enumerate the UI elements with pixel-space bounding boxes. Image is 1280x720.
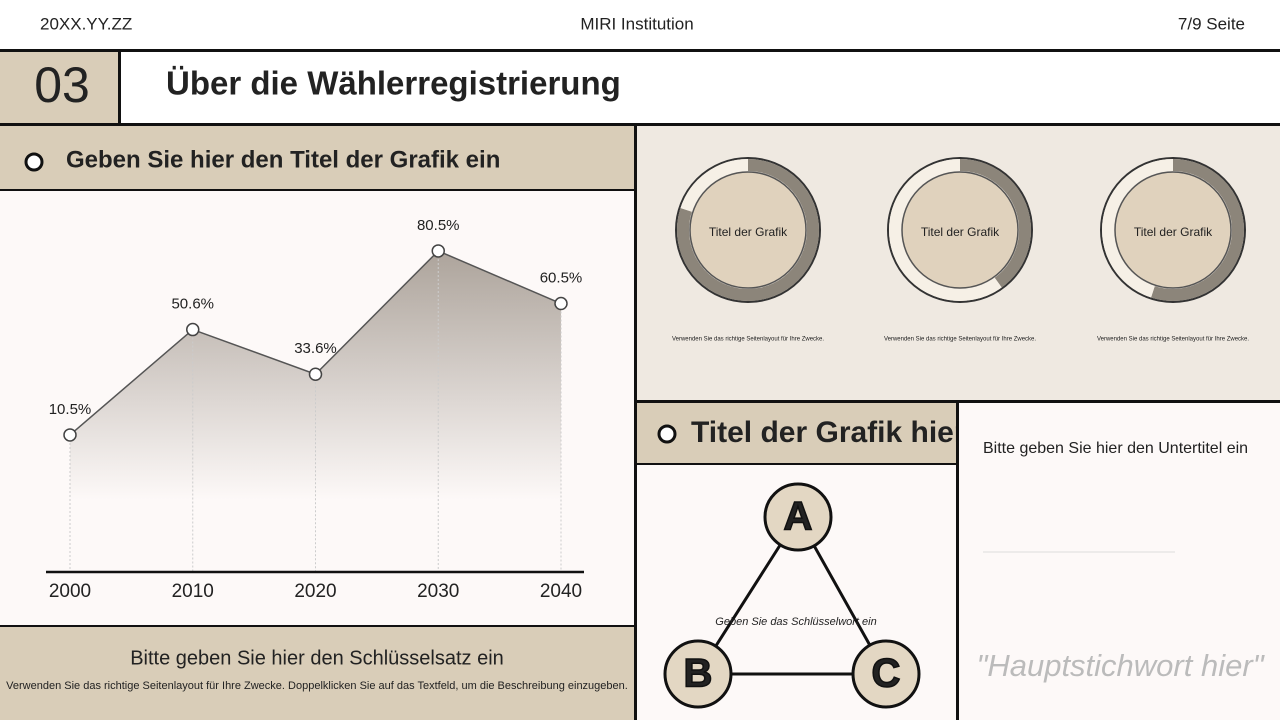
x-tick-label: 2030 — [417, 581, 459, 602]
panel-footer — [0, 627, 634, 720]
date: 20XX.YY.ZZ — [40, 14, 132, 33]
donut-segment — [1102, 159, 1174, 298]
panel-heading: Geben Sie hier den Titel der Grafik ein — [66, 146, 500, 173]
node: B — [663, 639, 733, 709]
donut-caption: Verwenden Sie das richtige Seitenlayout … — [1097, 337, 1249, 343]
x-tick-label: 2010 — [172, 581, 214, 602]
data-label: 80.5% — [417, 217, 460, 234]
donut-segment — [889, 159, 1002, 301]
section-title: Über die Wählerregistrierung — [166, 65, 621, 102]
rule — [637, 400, 1280, 403]
rule — [0, 123, 1280, 126]
rule — [0, 49, 1280, 52]
triangle — [695, 514, 889, 676]
bullet — [24, 152, 44, 172]
keyword: Geben Sie das Schlüsselwort ein — [715, 616, 876, 628]
point — [63, 428, 77, 442]
node-circle — [763, 482, 833, 552]
donut-outline — [675, 157, 821, 303]
node-label: B — [684, 652, 713, 696]
area-chart: 2000 2010 2020 2030 2040 10.5% 50.6% 33.6% 80.5%… — [46, 217, 584, 602]
donut-title: Titel der Grafik — [921, 225, 1000, 239]
x-tick-label: 2040 — [540, 581, 582, 602]
donut-center — [689, 171, 807, 289]
rule — [118, 52, 121, 123]
point — [308, 367, 323, 381]
node: C — [851, 639, 921, 709]
donut-segment — [1151, 159, 1244, 301]
section-box — [0, 52, 118, 123]
donut-caption: Verwenden Sie das richtige Seitenlayout … — [884, 337, 1036, 343]
data-label: 10.5% — [49, 401, 92, 418]
page-number: 7/9 Seite — [1178, 14, 1245, 33]
donut-caption: Verwenden Sie das richtige Seitenlayout … — [672, 337, 824, 343]
donut-segment — [680, 159, 749, 212]
donut-outline — [1100, 157, 1246, 303]
x-tick-label: 2020 — [294, 581, 336, 602]
rule — [0, 189, 634, 191]
donut-outline — [887, 157, 1033, 303]
diagram-heading: Titel der Grafik hier — [691, 416, 966, 449]
bullet — [657, 424, 677, 444]
rule — [637, 463, 956, 465]
panel-header — [0, 126, 634, 189]
donut-title: Titel der Grafik — [1134, 225, 1213, 239]
data-label: 50.6% — [171, 296, 214, 313]
rule — [0, 625, 634, 627]
side-panel — [959, 403, 1280, 720]
point — [431, 244, 445, 258]
section-number: 03 — [34, 57, 90, 113]
node-label: C — [872, 652, 901, 696]
node-circle — [663, 639, 733, 709]
donut-segment — [959, 159, 1031, 288]
description: Verwenden Sie das richtige Seitenlayout … — [6, 680, 628, 692]
node-label: A — [784, 495, 813, 539]
rule — [634, 126, 637, 720]
quote: "Hauptstichwort hier" — [976, 648, 1265, 683]
node: A — [763, 482, 833, 552]
panel-header — [637, 403, 956, 463]
node-circle — [851, 639, 921, 709]
donut-segment — [677, 159, 819, 301]
rule — [956, 403, 959, 720]
donut-title: Titel der Grafik — [709, 225, 788, 239]
point — [186, 322, 200, 337]
data-label: 60.5% — [540, 269, 583, 286]
data-label: 33.6% — [294, 340, 337, 357]
point — [554, 296, 568, 311]
donut-group: Titel der Grafik Verwenden Sie das richti… — [672, 157, 1249, 343]
key-sentence: Bitte geben Sie hier den Schlüsselsatz e… — [130, 647, 504, 669]
donut-center — [901, 171, 1019, 289]
x-tick-label: 2000 — [49, 581, 91, 602]
donut-center — [1114, 171, 1232, 289]
subtitle: Bitte geben Sie hier den Untertitel ein — [983, 440, 1248, 457]
organization: MIRI Institution — [580, 14, 693, 33]
